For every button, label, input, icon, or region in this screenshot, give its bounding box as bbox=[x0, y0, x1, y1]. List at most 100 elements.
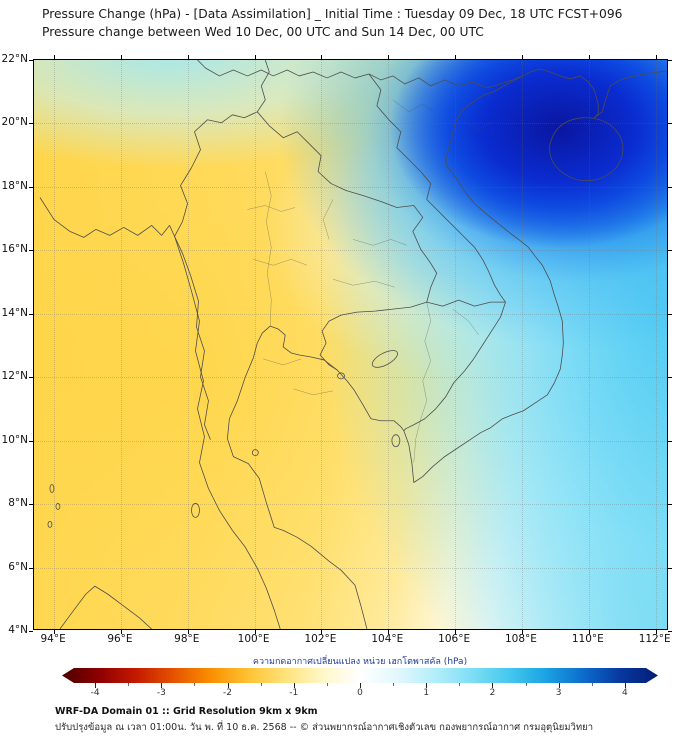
axis-tick-top bbox=[521, 55, 523, 59]
lat-tick-label: 8°N bbox=[8, 497, 28, 510]
colorbar-label: ความกดอากาศเปลี่ยนแปลง หน่วย เฮกโตพาสคัล… bbox=[252, 657, 468, 667]
lon-tick-label: 106°E bbox=[438, 633, 471, 645]
lat-tick-label: 10°N bbox=[1, 433, 28, 446]
lat-tick-label: 12°N bbox=[1, 370, 28, 383]
colorbar-tick-mark bbox=[128, 683, 130, 686]
lon-tick-label: 98°E bbox=[174, 633, 200, 645]
phuket-island-outline bbox=[191, 503, 200, 518]
coastline-east-path bbox=[226, 68, 667, 629]
colorbar-gradient bbox=[62, 668, 658, 683]
lon-tick-label: 112°E bbox=[638, 633, 671, 645]
axis-tick-top bbox=[388, 55, 390, 59]
footer-update-info: ปรับปรุงข้อมูล ณ เวลา 01:00น. วัน พ. ที่… bbox=[55, 722, 594, 733]
thailand-cambodia-border-path bbox=[319, 301, 427, 371]
lat-tick-label: 22°N bbox=[1, 53, 28, 65]
laos-cambodia-border-path bbox=[426, 299, 506, 307]
axis-tick-right bbox=[668, 504, 672, 506]
axis-tick-top bbox=[588, 55, 590, 59]
colorbar-tick-mark bbox=[260, 683, 262, 686]
lon-tick-label: 108°E bbox=[505, 633, 537, 645]
samui-island-outline bbox=[251, 449, 259, 457]
tonlesap-lake-outline bbox=[371, 350, 398, 368]
lon-tick-label: 102°E bbox=[304, 633, 337, 645]
cambodia-vietnam-border-path bbox=[403, 302, 506, 431]
colorbar-tick-label: -3 bbox=[156, 688, 166, 698]
axis-tick-right bbox=[668, 123, 672, 125]
interior-detail-lines bbox=[247, 99, 491, 463]
axis-tick-top bbox=[321, 55, 323, 59]
lat-tick-label: 18°N bbox=[1, 179, 28, 192]
axis-tick-top bbox=[655, 55, 657, 59]
figure-subtitle: Pressure change between Wed 10 Dec, 00 U… bbox=[42, 25, 484, 39]
axis-tick-top bbox=[455, 55, 457, 59]
axis-tick-top bbox=[120, 55, 122, 59]
andaman-islands-outline bbox=[55, 503, 61, 510]
colorbar-tick-label: -2 bbox=[223, 688, 233, 698]
lon-tick-label: 94°E bbox=[40, 633, 66, 645]
colorbar-tick-mark bbox=[293, 683, 295, 688]
footer-domain-info: WRF-DA Domain 01 :: Grid Resolution 9km … bbox=[55, 706, 318, 717]
latitude-axis: 22°N 20°N 18°N 16°N 14°N 12°N 10°N 8°N 6°N 4°N bbox=[0, 53, 30, 636]
nicobar-islands-outline bbox=[47, 520, 53, 528]
phuquoc-island-outline bbox=[391, 434, 401, 448]
colorbar-tick-mark bbox=[525, 683, 527, 686]
lon-tick-label: 100°E bbox=[237, 633, 270, 645]
map-plot-area bbox=[29, 55, 672, 634]
colorbar-tick-mark bbox=[492, 683, 494, 688]
axis-tick-top bbox=[54, 55, 56, 59]
axis-tick-right bbox=[668, 377, 672, 379]
lat-tick-label: 20°N bbox=[1, 116, 28, 129]
axis-tick-top bbox=[187, 55, 189, 59]
axis-tick-right bbox=[668, 440, 672, 442]
lat-tick-label: 4°N bbox=[8, 623, 28, 636]
colorbar-tick-mark bbox=[459, 683, 461, 686]
andaman-islands-outline bbox=[49, 484, 55, 493]
colorbar-tick-label: 4 bbox=[622, 688, 628, 698]
colorbar-tick-mark bbox=[393, 683, 395, 686]
hainan-island-outline bbox=[549, 117, 624, 182]
laos-vietnam-border-path bbox=[368, 73, 506, 303]
colorbar bbox=[62, 668, 658, 683]
colorbar-tick-mark bbox=[95, 683, 97, 688]
colorbar-tick-label: 1 bbox=[423, 688, 430, 698]
thailand-laos-border-path bbox=[256, 111, 438, 303]
thailand-myanmar-border-path bbox=[174, 60, 270, 440]
colorbar-tick-mark bbox=[426, 683, 428, 688]
colorbar-tick-label: 2 bbox=[489, 688, 496, 698]
axis-tick-right bbox=[668, 313, 672, 315]
colorbar-tick-label: -1 bbox=[289, 688, 299, 698]
lon-tick-label: 96°E bbox=[107, 633, 133, 645]
colorbar-tick-label: 0 bbox=[357, 688, 363, 698]
colorbar-tick-mark bbox=[360, 683, 361, 688]
axis-tick-right bbox=[668, 250, 672, 252]
axis-tick-top bbox=[254, 55, 256, 59]
kohchang-island-outline bbox=[337, 372, 345, 380]
colorbar-tick-mark bbox=[194, 683, 196, 686]
lat-tick-label: 14°N bbox=[1, 306, 28, 319]
lon-tick-label: 110°E bbox=[571, 633, 604, 645]
colorbar-tick-label: 3 bbox=[555, 688, 562, 698]
lat-tick-label: 6°N bbox=[8, 560, 28, 573]
colorbar-tick-row: -4 -3 -2 -1 0 1 2 3 4 bbox=[62, 683, 658, 701]
colorbar-tick-mark bbox=[161, 683, 163, 688]
basemap-borders bbox=[39, 60, 667, 629]
colorbar-tick-mark bbox=[624, 683, 626, 688]
lon-tick-label: 104°E bbox=[371, 633, 404, 645]
coastline-west-path bbox=[39, 197, 281, 629]
colorbar-tick-mark bbox=[558, 683, 560, 688]
figure-title: Pressure Change (hPa) - [Data Assimilati… bbox=[42, 7, 623, 21]
axis-tick-right bbox=[668, 60, 672, 61]
axis-tick-left bbox=[29, 630, 33, 632]
axis-tick-right bbox=[668, 186, 672, 188]
colorbar-tick-mark bbox=[227, 683, 229, 688]
colorbar-tick-mark bbox=[591, 683, 593, 686]
pressure-change-field bbox=[34, 60, 667, 629]
colorbar-tick-mark bbox=[326, 683, 328, 686]
longitude-axis: 94°E 96°E 98°E 100°E 102°E 104°E 106°E 108°E 110… bbox=[33, 633, 671, 648]
china-border-path bbox=[197, 60, 523, 89]
axis-tick-right bbox=[668, 567, 672, 569]
colorbar-tick-label: -4 bbox=[90, 688, 100, 698]
axis-tick-right bbox=[668, 630, 672, 632]
sumatra-coast-path bbox=[59, 585, 152, 629]
